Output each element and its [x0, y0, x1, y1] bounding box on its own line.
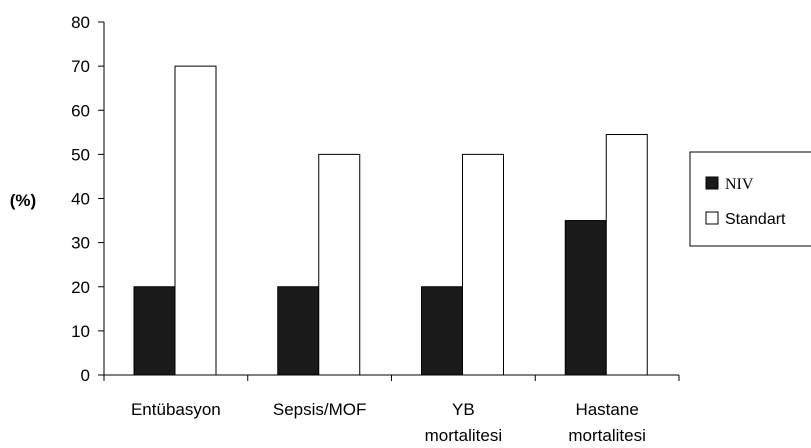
y-tick-label: 50 — [71, 145, 90, 164]
legend-label: NIV — [725, 176, 754, 193]
x-category-label: Sepsis/MOF — [273, 400, 367, 419]
bar-niv — [277, 286, 320, 376]
labels: 0 10 20 30 40 50 60 70 80 Entübasyon Sepsis/MOF YB m… — [10, 13, 646, 445]
bar-standart — [318, 153, 361, 376]
y-tick-label: 30 — [71, 234, 90, 253]
y-tick-label: 70 — [71, 57, 90, 76]
bar-standart — [462, 153, 504, 376]
x-category-label: Entübasyon — [131, 400, 221, 419]
y-tick-label: 60 — [71, 101, 90, 120]
bar-standart — [174, 65, 217, 376]
y-tick-label: 80 — [71, 13, 90, 32]
y-axis-label: (%) — [10, 191, 36, 210]
bar-standart — [605, 134, 648, 376]
y-tick-label: 20 — [71, 278, 90, 297]
x-category-label: mortalitesi — [425, 426, 502, 445]
x-category-label: mortalitesi — [568, 426, 645, 445]
x-category-label: Hastane — [575, 400, 638, 419]
bar-niv — [421, 286, 463, 376]
legend-swatch — [705, 176, 719, 190]
bars — [133, 65, 648, 376]
legend: NIV Standart — [689, 151, 811, 247]
y-tick-label: 10 — [71, 322, 90, 341]
legend-box — [689, 151, 811, 247]
x-category-label: YB — [452, 400, 475, 419]
legend-swatch — [705, 211, 719, 225]
bar-niv — [133, 286, 176, 376]
y-tick-label: 0 — [81, 366, 90, 385]
legend-label: Standart — [725, 211, 786, 228]
y-tick-label: 40 — [71, 190, 90, 209]
bar-niv — [564, 220, 607, 376]
